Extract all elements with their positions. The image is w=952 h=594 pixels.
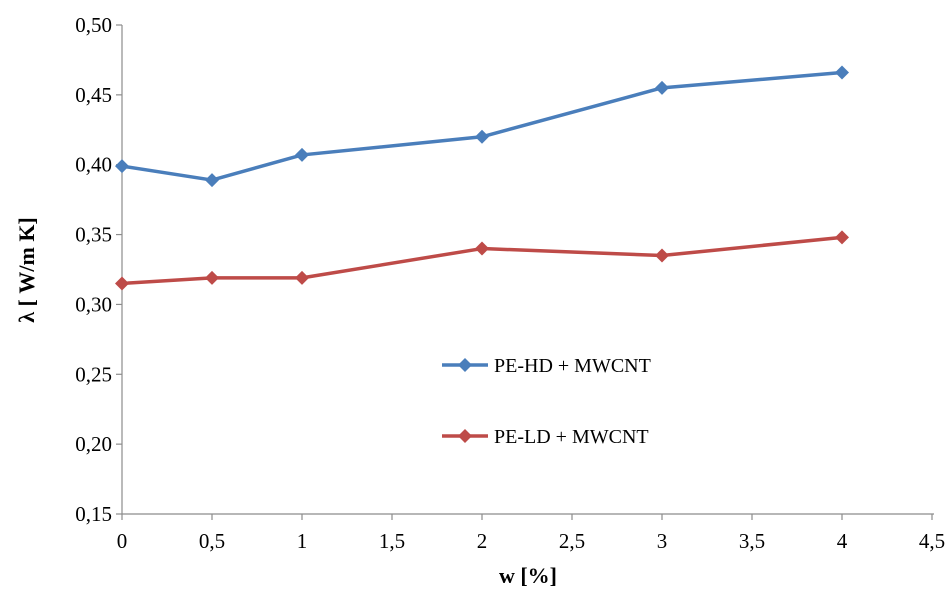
legend: PE-HD + MWCNT PE-LD + MWCNT (442, 355, 651, 448)
legend-marker-1 (458, 358, 472, 372)
x-axis-title: w [%] (499, 563, 557, 588)
x-tick-label: 3,5 (739, 529, 765, 553)
y-tick-label: 0,15 (75, 502, 112, 526)
x-tick-label: 0 (117, 529, 128, 553)
y-axis-title: λ [ W/m K] (14, 217, 39, 323)
axes (121, 25, 934, 515)
data-point-2 (115, 276, 129, 291)
data-point-1 (205, 173, 219, 188)
x-tick-label: 2,5 (559, 529, 585, 553)
y-tick-label: 0,50 (75, 13, 112, 37)
legend-label-2: PE-LD + MWCNT (494, 426, 649, 448)
legend-label-1: PE-HD + MWCNT (494, 355, 651, 377)
x-tick-label: 2 (477, 529, 488, 553)
series-line-1 (121, 70, 843, 182)
y-tick-label: 0,40 (75, 153, 112, 177)
y-tick-label: 0,30 (75, 292, 112, 316)
x-tick-label: 4,5 (919, 529, 945, 553)
legend-marker-2 (458, 429, 472, 443)
x-tick-group: 0 0,5 1 1,5 2 2,5 3 3,5 4 4,5 (117, 514, 945, 553)
data-point-2 (205, 270, 219, 285)
y-tick-label: 0,35 (75, 223, 112, 247)
y-tick-label: 0,20 (75, 432, 112, 456)
series-line-2 (121, 235, 843, 286)
x-tick-label: 1,5 (379, 529, 405, 553)
x-tick-label: 4 (837, 529, 848, 553)
y-tick-group: 0,15 0,20 0,25 0,30 0,35 0,40 0,45 0,50 (75, 13, 122, 526)
y-tick-label: 0,45 (75, 83, 112, 107)
data-point-1 (295, 147, 309, 162)
data-point-1 (115, 159, 129, 174)
data-point-1 (655, 80, 669, 95)
data-point-1 (475, 129, 489, 144)
data-point-2 (475, 241, 489, 256)
data-point-1 (835, 65, 849, 80)
series-layer (115, 65, 849, 291)
data-point-2 (295, 270, 309, 285)
x-tick-label: 3 (657, 529, 668, 553)
x-tick-label: 0,5 (199, 529, 225, 553)
data-point-2 (655, 248, 669, 263)
x-tick-label: 1 (297, 529, 308, 553)
y-tick-label: 0,25 (75, 362, 112, 386)
data-point-2 (835, 230, 849, 245)
